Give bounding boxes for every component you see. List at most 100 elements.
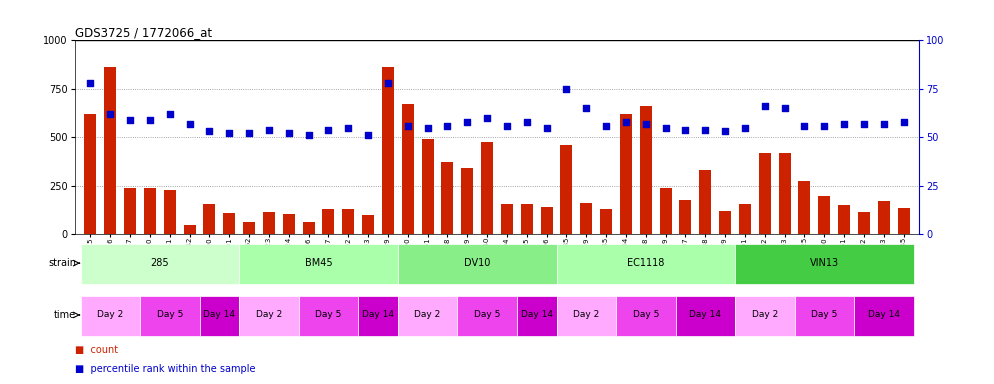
Point (737, 124, 752, 131)
Point (717, 128, 733, 134)
Bar (204, 204, 216, 234)
Bar (640, 106, 652, 234)
Bar (580, 203, 592, 234)
Point (638, 121, 654, 127)
Bar (778, 153, 790, 234)
Text: Day 14: Day 14 (689, 310, 722, 319)
Text: VIN13: VIN13 (810, 258, 839, 268)
Point (439, 122, 455, 129)
Text: Day 2: Day 2 (97, 310, 123, 319)
Point (559, 86, 575, 92)
Bar (600, 209, 612, 234)
Bar (283, 214, 294, 234)
Bar (798, 181, 810, 234)
Bar (402, 104, 414, 234)
Bar (878, 201, 890, 234)
Bar (620, 114, 632, 234)
Text: Day 14: Day 14 (868, 310, 900, 319)
Bar (858, 212, 870, 234)
Point (876, 121, 892, 127)
Point (499, 122, 515, 129)
Bar (224, 213, 236, 234)
Text: ■  percentile rank within the sample: ■ percentile rank within the sample (75, 364, 255, 374)
Bar (680, 200, 692, 234)
Bar (794, 296, 854, 336)
Bar (200, 296, 240, 336)
Text: Day 5: Day 5 (811, 310, 837, 319)
Point (776, 105, 792, 111)
Bar (616, 296, 676, 336)
Text: Day 2: Day 2 (414, 310, 440, 319)
Point (816, 122, 832, 129)
Point (796, 122, 812, 129)
Bar (298, 296, 358, 336)
Point (360, 132, 376, 138)
Bar (263, 212, 275, 234)
Bar (854, 296, 913, 336)
Bar (104, 68, 116, 234)
Bar (240, 296, 298, 336)
Point (300, 132, 316, 138)
Bar (184, 225, 196, 234)
Text: strain: strain (48, 258, 77, 268)
Text: Day 5: Day 5 (157, 310, 183, 319)
Point (836, 121, 852, 127)
Point (419, 124, 435, 131)
Point (280, 130, 296, 136)
Bar (700, 170, 711, 234)
Bar (398, 244, 557, 284)
Bar (302, 222, 314, 234)
Text: Day 5: Day 5 (474, 310, 500, 319)
Point (539, 124, 555, 131)
Text: Day 2: Day 2 (574, 310, 599, 319)
Bar (322, 209, 334, 234)
Bar (719, 211, 731, 234)
Point (756, 103, 772, 109)
Point (400, 122, 415, 129)
Bar (140, 296, 200, 336)
Bar (521, 204, 533, 234)
Text: GDS3725 / 1772066_at: GDS3725 / 1772066_at (75, 26, 212, 39)
Bar (561, 145, 573, 234)
Text: Day 14: Day 14 (521, 310, 553, 319)
Bar (421, 139, 433, 234)
Bar (240, 244, 398, 284)
Text: BM45: BM45 (305, 258, 332, 268)
Point (83, 80, 98, 86)
Bar (517, 296, 557, 336)
Bar (342, 209, 354, 234)
Point (618, 119, 634, 125)
Point (519, 119, 535, 125)
Text: Day 5: Day 5 (632, 310, 659, 319)
Text: EC1118: EC1118 (627, 258, 664, 268)
Bar (244, 222, 255, 234)
Text: Day 2: Day 2 (751, 310, 778, 319)
Bar (81, 296, 140, 336)
Point (162, 111, 178, 117)
Point (102, 111, 118, 117)
Text: Day 14: Day 14 (204, 310, 236, 319)
Point (340, 124, 356, 131)
Bar (84, 114, 96, 234)
Bar (124, 188, 136, 234)
Point (658, 124, 674, 131)
Point (896, 119, 911, 125)
Bar (818, 197, 830, 234)
Point (698, 126, 714, 132)
Point (222, 130, 238, 136)
Bar (358, 296, 398, 336)
Bar (362, 215, 374, 234)
Point (202, 128, 218, 134)
Bar (557, 244, 735, 284)
Text: Day 2: Day 2 (255, 310, 282, 319)
Text: ■  count: ■ count (75, 345, 117, 355)
Bar (660, 188, 672, 234)
Point (380, 80, 396, 86)
Point (182, 121, 198, 127)
Bar (441, 162, 453, 234)
Point (142, 117, 158, 123)
Bar (481, 142, 493, 234)
Point (579, 105, 594, 111)
Bar (541, 207, 553, 234)
Bar (398, 296, 457, 336)
